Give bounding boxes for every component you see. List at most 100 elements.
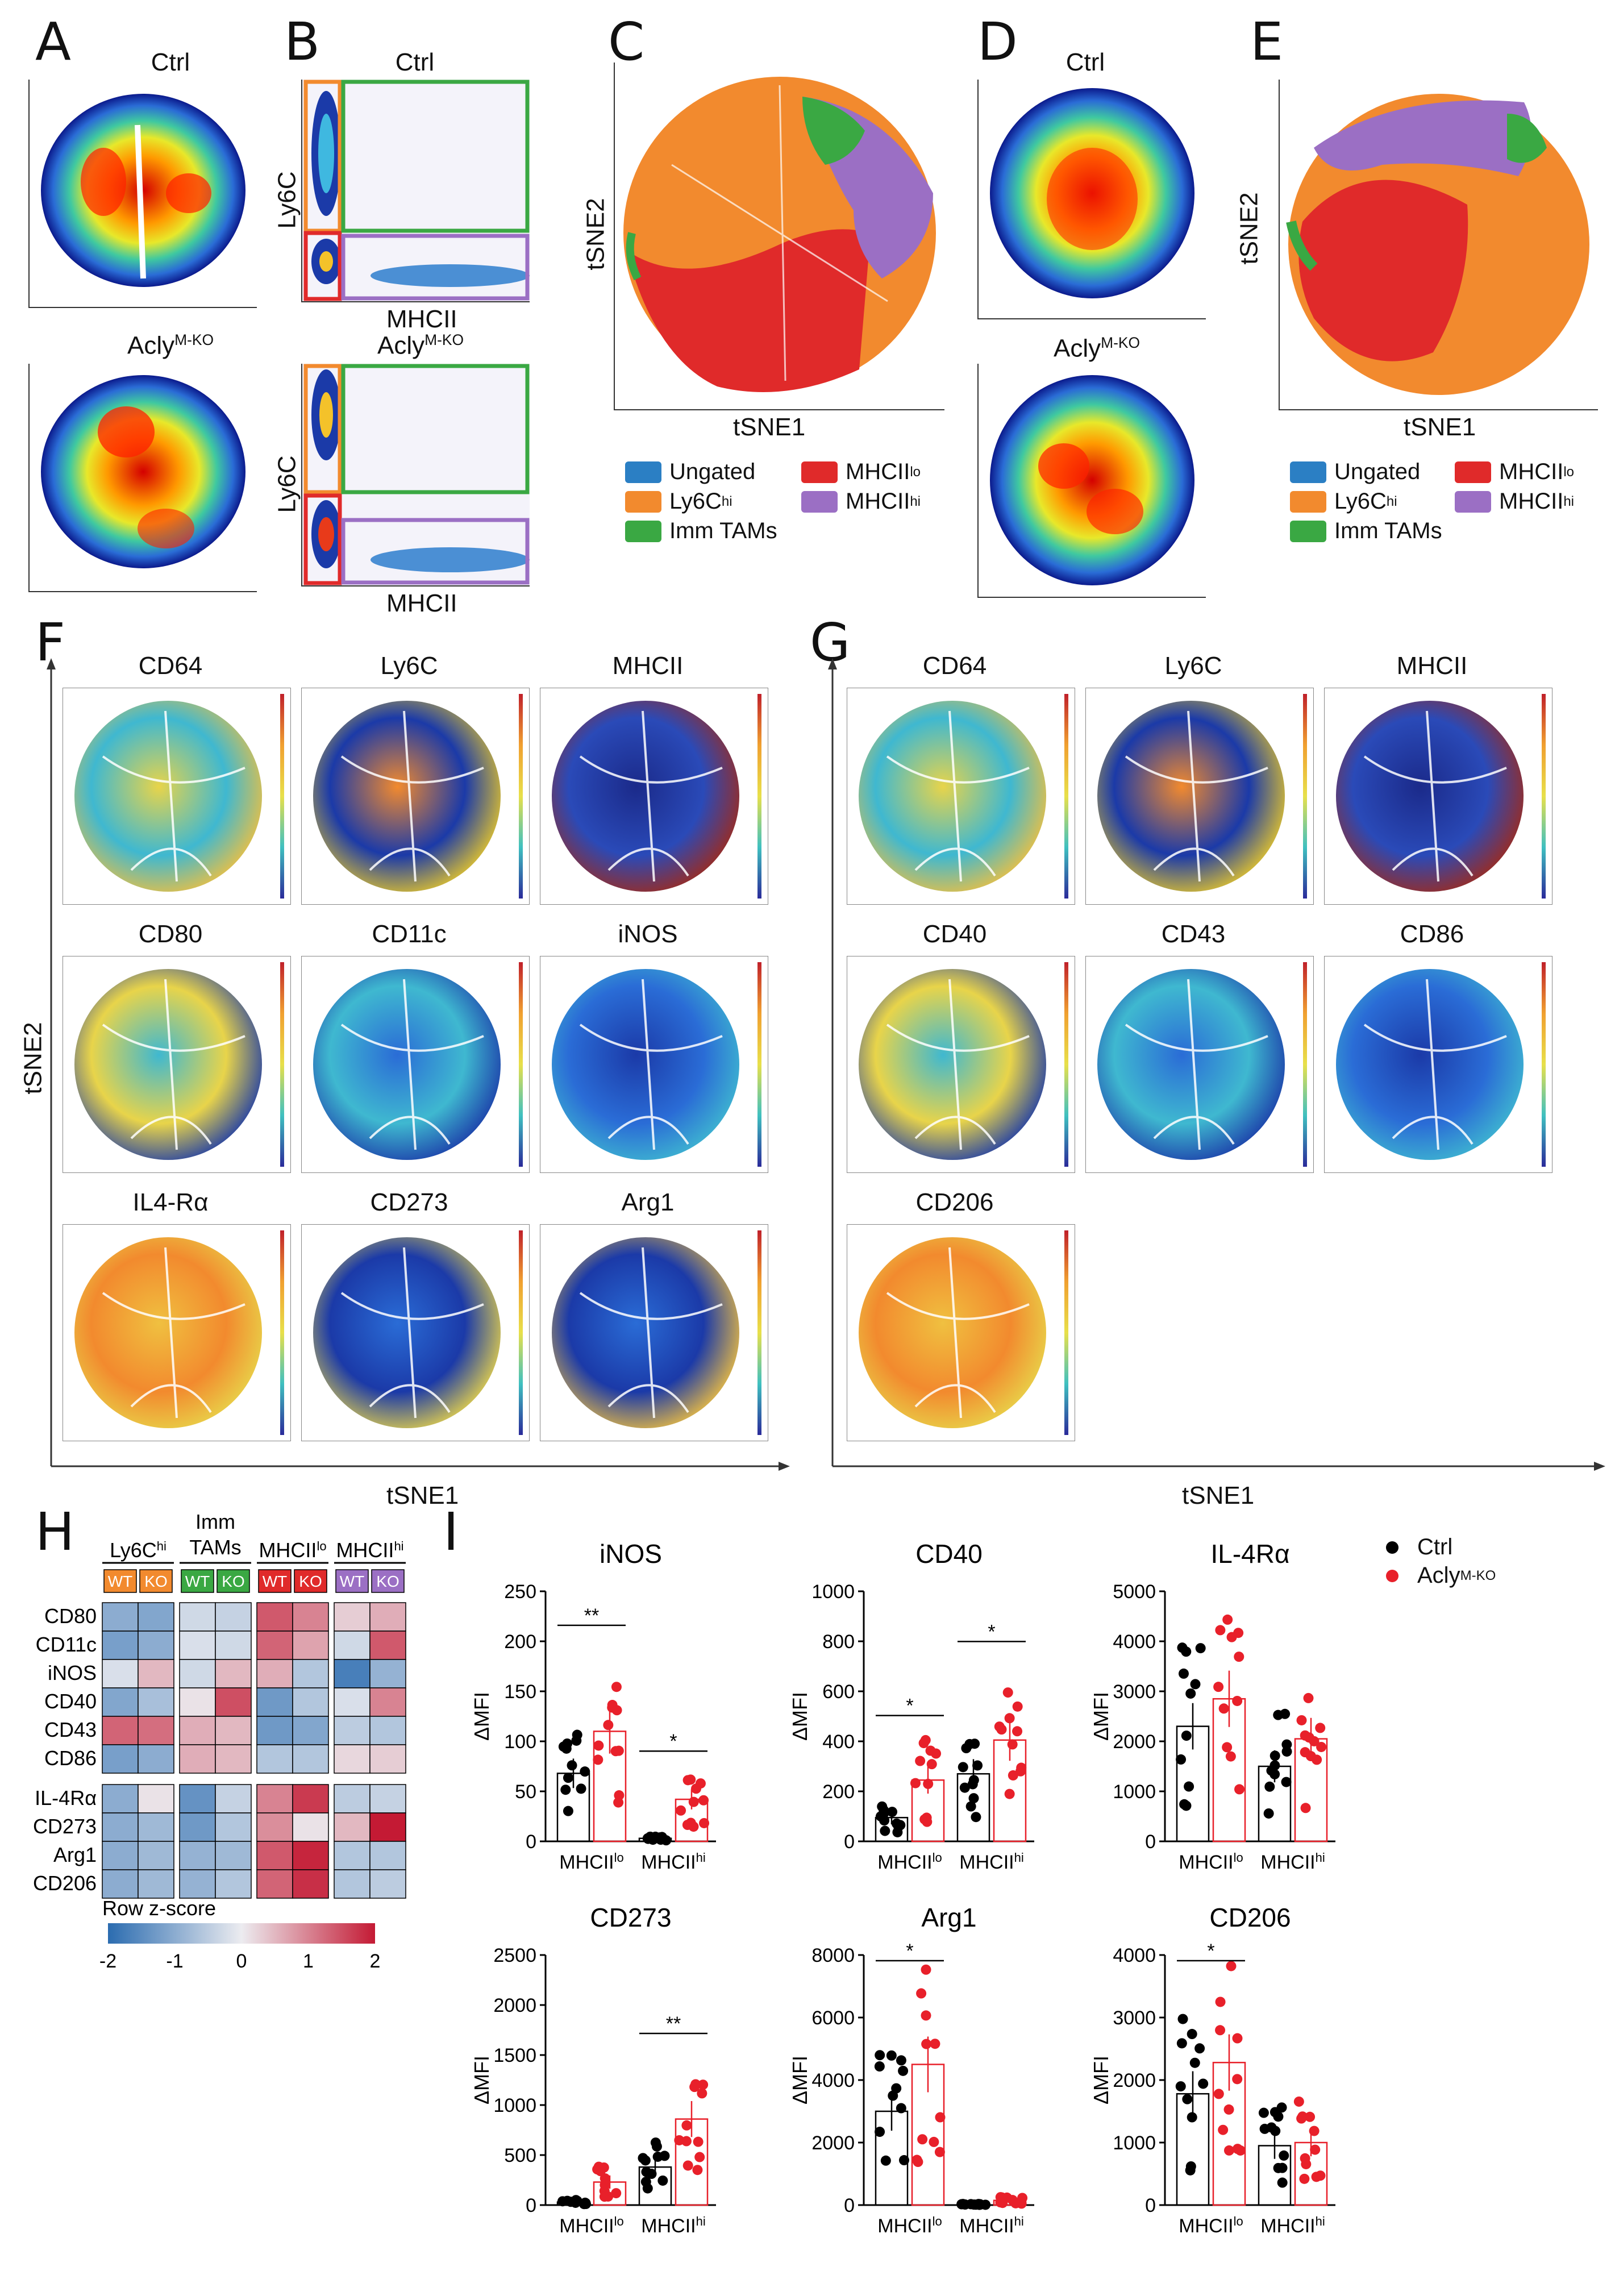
heatmap-genotype-label: WT	[185, 1573, 210, 1590]
chart-data-point	[921, 2010, 931, 2021]
heatmap-scale-tick: 1	[303, 1950, 314, 1972]
chart-category-label: MHCIIhi	[959, 1850, 1023, 1874]
heatmap-cell	[179, 1812, 216, 1842]
chart-category-label: MHCIIlo	[559, 2214, 623, 2237]
panel-letter-g: G	[810, 612, 851, 673]
chart-data-point	[959, 1782, 970, 1793]
heatmap-cell	[369, 1869, 406, 1899]
heatmap-cell	[292, 1716, 329, 1745]
chart-title: CD206	[1209, 1903, 1291, 1932]
chart-data-point	[1266, 2122, 1277, 2133]
legend-imm-tams: Imm TAMs	[625, 518, 777, 544]
chart-ytick-label: 4000	[811, 2070, 855, 2091]
chart-data-point	[599, 2191, 610, 2202]
panel-c-xlabel: tSNE1	[733, 413, 806, 441]
chart-data-point	[657, 2175, 668, 2186]
legend-e-swatch-mhciilo	[1455, 461, 1491, 483]
heatmap-cell	[215, 1602, 252, 1632]
chart-data-point	[965, 1801, 976, 1812]
heatmap-scale-bar	[108, 1923, 375, 1944]
chart-data-point	[1305, 2111, 1316, 2122]
chart-data-point	[1176, 2038, 1187, 2049]
chart-title: iNOS	[600, 1539, 662, 1569]
heatmap-cell	[138, 1744, 174, 1774]
heatmap-cell	[334, 1631, 371, 1660]
heatmap-cell	[369, 1631, 406, 1660]
heatmap-cell	[215, 1659, 252, 1688]
chart-inos: iNOS ΔMFI 0 50 100 150 200 250 MHCIIlo ** MHCIIhi *	[470, 1539, 716, 1873]
chart-significance-label: *	[906, 1695, 913, 1717]
scatter-legend-ko: Acly M-KO	[1381, 1563, 1496, 1588]
chart-ylabel: ΔMFI	[788, 2056, 811, 2104]
chart-ytick-label: 0	[526, 1831, 536, 1853]
heatmap-genotype-chip	[294, 1569, 327, 1593]
chart-ylabel: ΔMFI	[1089, 2056, 1113, 2104]
heatmap-cell	[179, 1602, 216, 1632]
chart-data-point	[1277, 2177, 1288, 2188]
panel-g-marker-tsne	[847, 1224, 1075, 1441]
chart-data-point	[650, 2137, 661, 2148]
panel-f-marker-tsne	[301, 956, 530, 1173]
chart-data-point	[1177, 2014, 1188, 2024]
heatmap-cell	[369, 1784, 406, 1813]
chart-ytick-label: 6000	[811, 2007, 855, 2029]
panel-g-xlabel: tSNE1	[1182, 1482, 1255, 1509]
chart-data-point	[898, 2155, 909, 2166]
chart-data-point	[971, 2199, 981, 2210]
chart-ytick-label: 4000	[1113, 1945, 1156, 1966]
chart-data-point	[1279, 2150, 1289, 2161]
heatmap-scale-tick: -1	[166, 1950, 183, 1972]
heatmap-cell	[102, 1687, 139, 1717]
chart-data-point	[571, 1735, 582, 1746]
panel-a-ko-title: AclyM-KO	[127, 331, 214, 360]
chart-data-point	[1181, 1800, 1192, 1811]
chart-data-point	[1258, 2107, 1269, 2118]
heatmap-cell	[369, 1602, 406, 1632]
heatmap-cell	[138, 1812, 174, 1842]
chart-data-point	[1234, 1652, 1244, 1662]
chart-data-point	[1235, 2145, 1246, 2156]
panel-f-marker-tsne	[540, 956, 768, 1173]
legend-ungated: Ungated	[625, 459, 755, 485]
chart-ytick-label: 600	[822, 1681, 855, 1703]
heatmap-cell	[215, 1687, 252, 1717]
chart-data-point	[880, 2155, 891, 2166]
heatmap-row-label: iNOS	[48, 1661, 97, 1684]
chart-ylabel: ΔMFI	[1089, 1692, 1113, 1741]
panel-f-xlabel: tSNE1	[386, 1482, 459, 1509]
chart-data-point	[593, 1740, 604, 1751]
panel-f-marker-title: Ly6C	[380, 652, 438, 680]
heatmap-genotype-label: KO	[222, 1573, 244, 1590]
chart-ytick-label: 0	[844, 1831, 855, 1853]
chart-data-point	[880, 1825, 890, 1836]
chart-category-label: MHCIIlo	[1179, 2214, 1243, 2237]
heatmap-cell	[256, 1687, 293, 1717]
chart-ylabel: ΔMFI	[470, 1692, 493, 1741]
chart-data-point	[896, 2055, 906, 2066]
heatmap-genotype-label: WT	[108, 1573, 133, 1590]
heatmap-cell	[334, 1602, 371, 1632]
heatmap-cell	[215, 1631, 252, 1660]
panel-g-axes	[828, 658, 1605, 1471]
legend-e-swatch-mhciihi	[1455, 490, 1491, 513]
panel-letter-c: C	[608, 11, 645, 72]
panel-letter-i: I	[443, 1501, 459, 1562]
panel-g-marker-title: Ly6C	[1164, 652, 1222, 680]
panel-g-marker-title: CD43	[1161, 920, 1226, 948]
panel-f-marker-tsne	[301, 688, 530, 905]
panel-g-marker-title: CD206	[915, 1188, 994, 1216]
heatmap-cell	[334, 1841, 371, 1870]
chart-data-point	[1232, 2033, 1243, 2044]
chart-ytick-label: 500	[504, 2145, 536, 2166]
heatmap-cell	[102, 1631, 139, 1660]
heatmap-cell	[292, 1659, 329, 1688]
heatmap-row-label: CD40	[44, 1690, 97, 1713]
chart-data-point	[1263, 1808, 1274, 1819]
panel-b-ctrl-title: Ctrl	[395, 48, 435, 76]
panel-g-marker-title: CD64	[922, 652, 987, 680]
panel-e-xlabel: tSNE1	[1404, 413, 1476, 441]
chart-ytick-label: 2000	[811, 2132, 855, 2154]
panel-g-marker-tsne	[1085, 688, 1314, 905]
heatmap-cell	[292, 1812, 329, 1842]
chart-data-point	[875, 2050, 885, 2061]
